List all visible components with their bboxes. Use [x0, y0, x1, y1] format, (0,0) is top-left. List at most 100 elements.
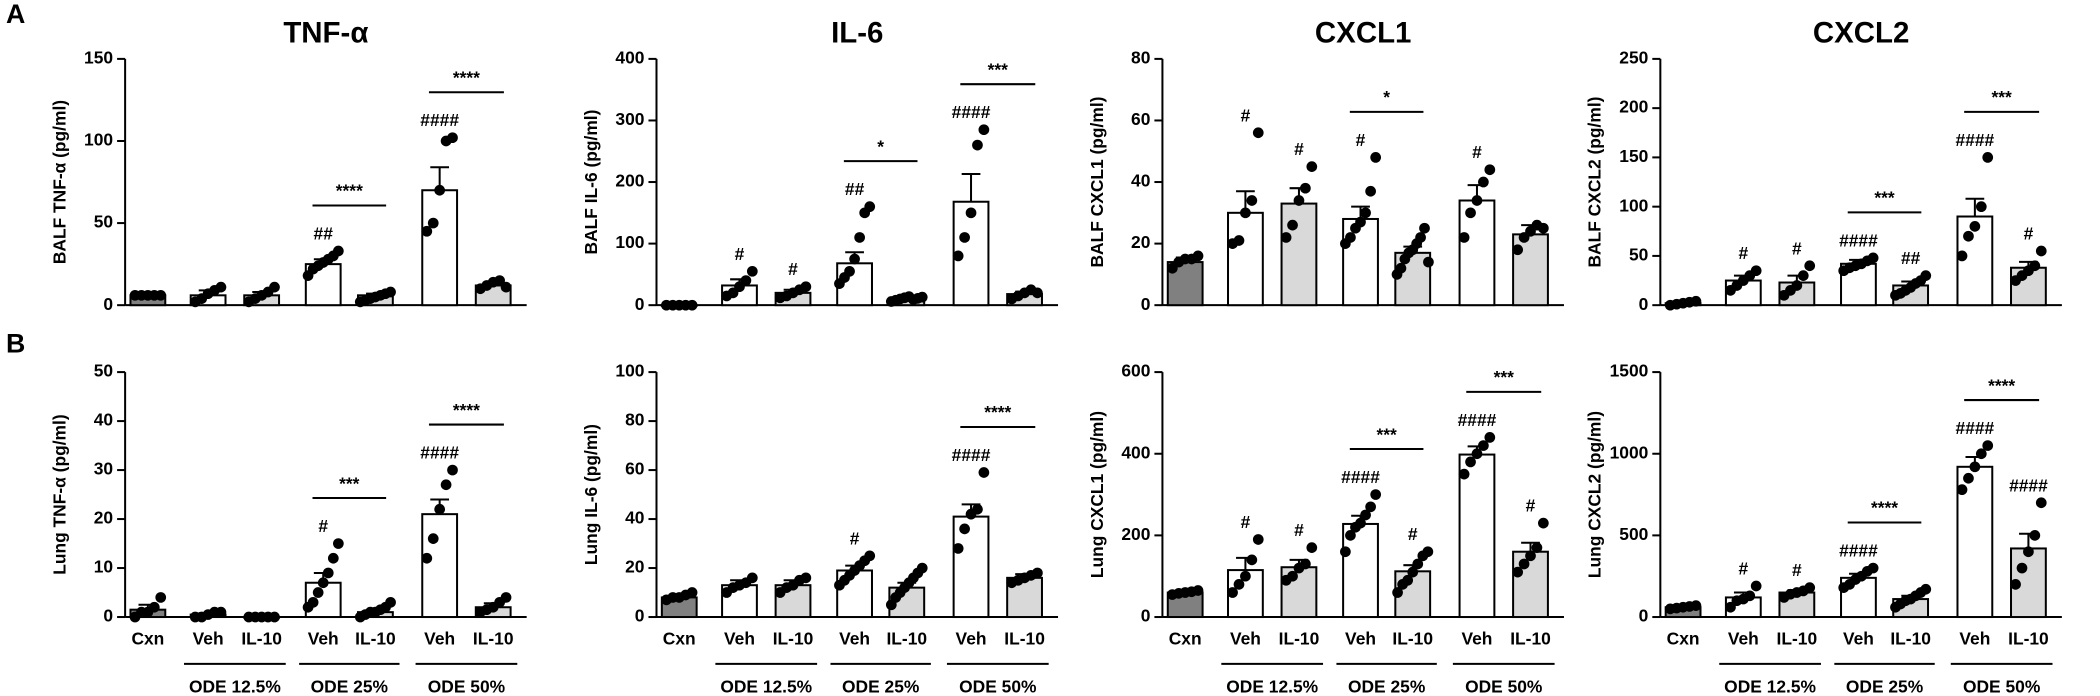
significance-label: **** [453, 400, 480, 420]
data-point [952, 250, 964, 262]
error-bar [1965, 197, 1985, 217]
y-tick-label: 100 [615, 232, 644, 252]
y-tick-label: 50 [94, 361, 113, 381]
y-axis-label: BALF IL-6 (pg/ml) [581, 110, 601, 255]
significance-label: **** [336, 181, 363, 201]
data-point [1538, 222, 1549, 234]
data-point [1240, 570, 1251, 582]
data-point [916, 562, 928, 574]
data-point [1804, 260, 1816, 272]
x-tick-label: IL-10 [886, 628, 927, 648]
hash-label: #### [952, 102, 991, 122]
hash-label: #### [1458, 410, 1497, 430]
data-point [1287, 219, 1298, 231]
data-point [434, 503, 446, 515]
y-tick-label: 0 [1141, 294, 1151, 314]
data-point [1538, 517, 1549, 529]
data-point [1370, 489, 1382, 500]
data-point [1484, 432, 1496, 443]
x-tick-label: IL-10 [2008, 628, 2049, 648]
hash-label: ## [845, 179, 865, 199]
data-point [1512, 244, 1524, 256]
y-tick-label: 20 [625, 557, 644, 577]
panel-label: B [6, 328, 25, 358]
y-tick-label: 40 [625, 508, 644, 528]
data-point [800, 281, 812, 293]
x-tick-label: Veh [956, 628, 987, 648]
data-point [1975, 201, 1987, 213]
chart-title: TNF-α [283, 17, 368, 50]
group-label: ODE 25% [842, 677, 919, 696]
data-point [800, 572, 812, 584]
x-tick-label: IL-10 [1777, 628, 1818, 648]
y-axis-label: Lung IL-6 (pg/ml) [581, 424, 601, 565]
data-point [322, 567, 334, 579]
data-point [1293, 195, 1305, 206]
data-point [1725, 601, 1736, 613]
hash-label: # [1792, 560, 1802, 580]
significance-label: **** [984, 402, 1011, 422]
group-label: ODE 12.5% [1724, 677, 1816, 696]
y-tick-label: 300 [615, 109, 644, 129]
group-label: ODE 12.5% [720, 677, 812, 696]
data-point [427, 217, 439, 229]
hash-label: ## [314, 224, 334, 244]
data-point [1465, 456, 1476, 468]
group-label: ODE 50% [428, 677, 505, 696]
data-point [1032, 567, 1043, 579]
data-point [2029, 530, 2041, 541]
x-tick-label: Veh [839, 628, 870, 648]
data-point [746, 572, 758, 584]
y-axis-label: Lung TNF-α (pg/ml) [49, 414, 69, 574]
data-point [1512, 566, 1524, 578]
data-point [1192, 585, 1204, 596]
group-label: ODE 50% [1963, 677, 2040, 696]
data-point [1370, 152, 1382, 163]
bar [952, 515, 990, 619]
data-point [1531, 542, 1543, 553]
data-point [1412, 558, 1424, 570]
hash-label: # [1356, 130, 1366, 150]
data-point [1867, 252, 1879, 264]
data-point [1478, 440, 1489, 451]
data-point [1287, 570, 1298, 582]
group-label: ODE 50% [1465, 677, 1542, 696]
y-tick-label: 100 [84, 130, 113, 150]
data-point [1956, 250, 1968, 262]
x-tick-label: Veh [1843, 628, 1874, 648]
data-point [978, 467, 990, 478]
data-point [215, 606, 227, 618]
hash-label: #### [1341, 467, 1380, 487]
y-tick-label: 40 [94, 410, 113, 430]
hash-label: # [788, 259, 798, 279]
data-point [427, 533, 439, 545]
data-point [269, 281, 280, 293]
data-point [1969, 461, 1981, 473]
significance-label: *** [1494, 367, 1515, 387]
bar [1342, 217, 1379, 307]
data-point [2023, 546, 2034, 558]
y-tick-label: 600 [1121, 361, 1150, 381]
data-point [686, 299, 698, 311]
x-tick-label: Veh [424, 628, 455, 648]
bar [421, 513, 459, 619]
data-point [1797, 270, 1809, 281]
hash-label: # [1241, 105, 1251, 125]
hash-label: #### [420, 110, 459, 130]
data-point [317, 577, 329, 589]
hash-label: # [2024, 224, 2034, 244]
bar [2010, 266, 2047, 307]
data-point [385, 596, 396, 608]
data-point [1920, 270, 1932, 281]
data-point [1750, 265, 1762, 277]
data-point [1458, 468, 1470, 480]
hash-label: #### [1956, 418, 1995, 438]
significance-label: *** [1991, 87, 2012, 107]
x-tick-label: IL-10 [473, 628, 514, 648]
x-tick-label: Veh [1959, 628, 1990, 648]
data-point [333, 538, 344, 549]
data-point [1982, 440, 1994, 451]
data-point [148, 601, 160, 613]
data-point [1518, 558, 1530, 570]
bar [1280, 566, 1318, 619]
